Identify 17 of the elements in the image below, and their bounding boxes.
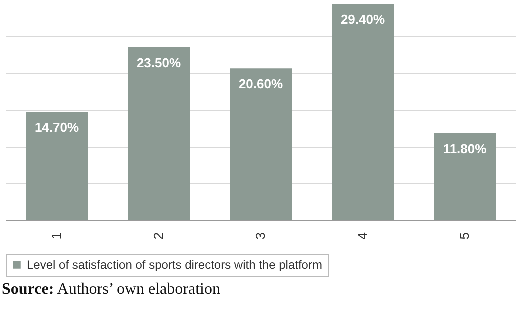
data-label: 23.50% (136, 55, 182, 70)
data-label: 29.40% (340, 12, 386, 27)
x-tick-label: 3 (253, 232, 268, 240)
bar (434, 133, 496, 220)
x-tick-label: 1 (49, 232, 64, 240)
x-tick-label: 5 (457, 232, 472, 240)
data-label: 14.70% (34, 120, 80, 135)
bar (230, 68, 292, 220)
data-label: 11.80% (443, 141, 488, 156)
x-tick-label: 2 (151, 232, 166, 240)
legend-label: Level of satisfaction of sports directors with the platform (27, 258, 322, 272)
data-label: 20.60% (238, 76, 284, 92)
x-tick-label: 4 (355, 232, 370, 240)
bar (332, 4, 394, 220)
bar (26, 112, 88, 220)
source-note: Source: Authors’ own elaboration (2, 281, 222, 299)
bar (128, 47, 190, 220)
